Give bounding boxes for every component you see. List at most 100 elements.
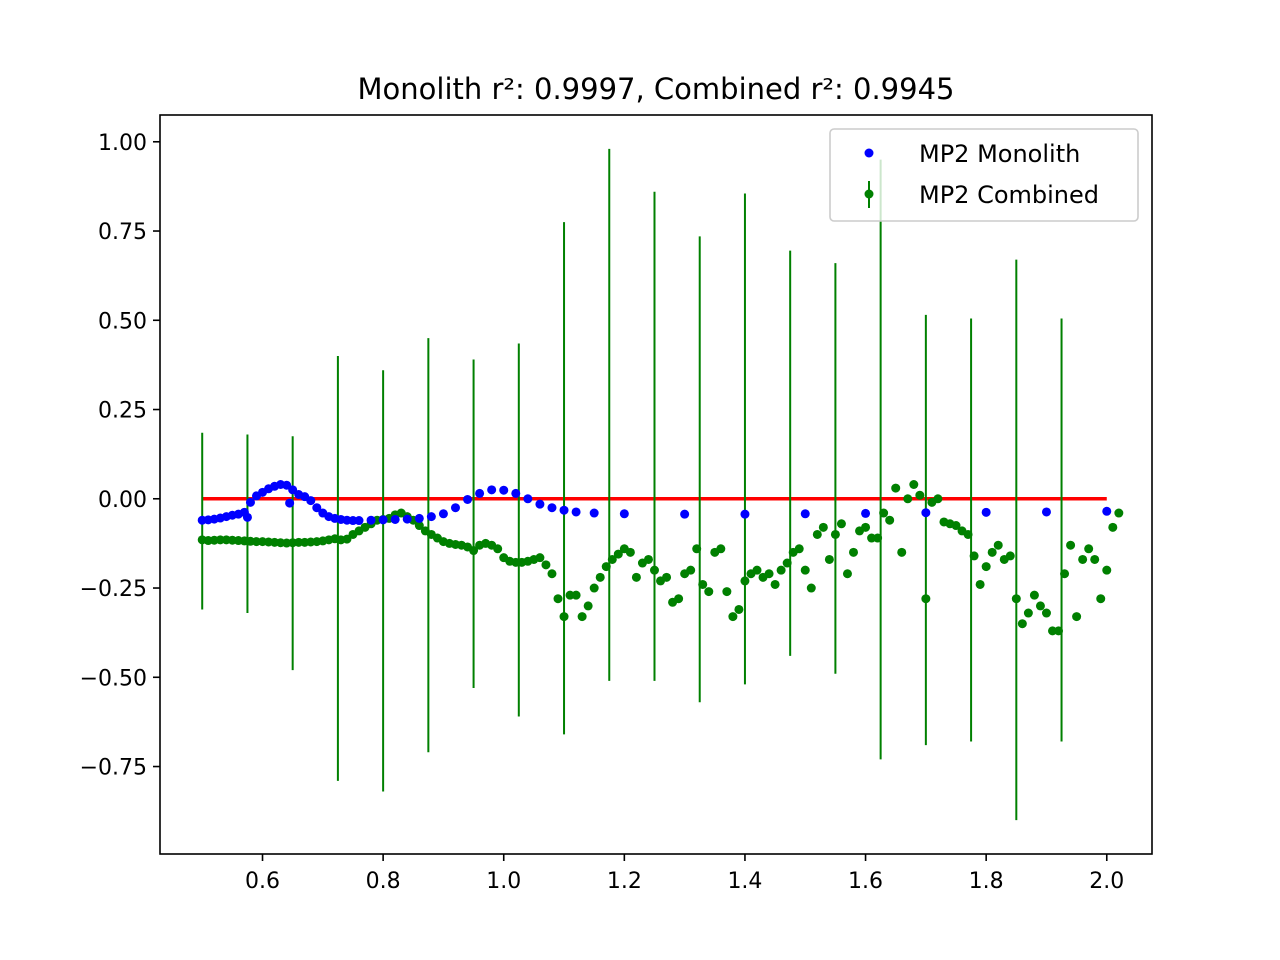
combined-point-108 xyxy=(848,547,858,557)
y-tick-label-6: −0.50 xyxy=(80,666,147,691)
combined-point-84 xyxy=(704,587,714,597)
combined-point-95 xyxy=(770,579,780,589)
combined-point-114 xyxy=(885,515,895,525)
combined-point-142 xyxy=(1054,626,1064,636)
monolith-point-33 xyxy=(414,513,424,523)
combined-point-122 xyxy=(933,494,943,504)
monolith-point-32 xyxy=(402,514,412,524)
combined-point-100 xyxy=(800,565,810,575)
combined-point-96 xyxy=(776,565,786,575)
combined-point-49 xyxy=(493,544,503,554)
combined-point-140 xyxy=(1041,608,1051,618)
combined-point-138 xyxy=(1029,590,1039,600)
legend-box xyxy=(829,128,1139,222)
x-tick-label-1: 0.8 xyxy=(366,869,401,894)
monolith-point-21 xyxy=(312,503,322,513)
combined-point-129 xyxy=(975,579,985,589)
combined-point-89 xyxy=(734,604,744,614)
monolith-point-41 xyxy=(511,488,521,498)
combined-point-112 xyxy=(873,533,883,543)
monolith-point-54 xyxy=(981,507,991,517)
combined-point-45 xyxy=(469,546,479,556)
combined-point-72 xyxy=(631,572,641,582)
monolith-point-8 xyxy=(242,512,252,522)
combined-point-147 xyxy=(1084,544,1094,554)
monolith-point-56 xyxy=(1102,506,1112,516)
monolith-point-48 xyxy=(619,509,629,519)
monolith-point-42 xyxy=(523,494,533,504)
combined-point-56 xyxy=(535,553,545,563)
monolith-point-53 xyxy=(921,508,931,518)
combined-point-94 xyxy=(764,569,774,579)
combined-point-105 xyxy=(830,529,840,539)
combined-point-58 xyxy=(547,569,557,579)
combined-point-136 xyxy=(1017,619,1027,629)
x-tick-label-6: 1.8 xyxy=(969,869,1004,894)
combined-point-117 xyxy=(903,494,913,504)
combined-point-135 xyxy=(1011,594,1021,604)
combined-point-81 xyxy=(686,565,696,575)
combined-point-134 xyxy=(1005,551,1015,561)
combined-point-64 xyxy=(583,601,593,611)
combined-point-144 xyxy=(1066,540,1076,550)
combined-point-101 xyxy=(806,583,816,593)
monolith-point-46 xyxy=(571,507,581,517)
combined-point-131 xyxy=(987,547,997,557)
combined-point-60 xyxy=(559,612,569,622)
x-axis: 0.6 0.8 1.0 1.2 1.4 1.6 1.8 2.0 xyxy=(245,854,1124,894)
monolith-point-39 xyxy=(487,485,497,495)
combined-point-97 xyxy=(782,558,792,568)
combined-point-139 xyxy=(1035,601,1045,611)
legend-label-combined: MP2 Combined xyxy=(919,181,1099,209)
monolith-point-20 xyxy=(306,496,316,506)
y-tick-label-1: 0.75 xyxy=(98,220,147,245)
x-tick-label-4: 1.4 xyxy=(727,869,762,894)
legend-marker-monolith xyxy=(864,148,874,158)
monolith-point-29 xyxy=(366,515,376,525)
combined-point-67 xyxy=(601,562,611,572)
combined-point-103 xyxy=(818,522,828,532)
combined-point-119 xyxy=(915,490,925,500)
combined-point-62 xyxy=(571,590,581,600)
monolith-point-52 xyxy=(861,508,871,518)
combined-point-107 xyxy=(842,569,852,579)
combined-point-92 xyxy=(752,565,762,575)
legend: MP2 Monolith MP2 Combined xyxy=(829,128,1139,222)
monolith-point-47 xyxy=(589,508,599,518)
y-axis: 1.00 0.75 0.50 0.25 0.00 −0.25 −0.50 −0.75 xyxy=(80,131,160,781)
combined-point-118 xyxy=(909,480,919,489)
combined-point-65 xyxy=(589,583,599,593)
combined-point-99 xyxy=(794,544,804,554)
monolith-point-43 xyxy=(535,499,545,509)
combined-point-59 xyxy=(553,594,563,604)
monolith-point-44 xyxy=(547,503,557,513)
y-tick-label-4: 0.00 xyxy=(98,488,147,513)
combined-point-150 xyxy=(1102,565,1112,575)
combined-point-120 xyxy=(921,594,931,604)
combined-point-36 xyxy=(414,521,424,531)
monolith-point-9 xyxy=(245,497,255,507)
monolith-point-16 xyxy=(285,498,295,508)
combined-point-77 xyxy=(662,572,672,582)
monolith-point-45 xyxy=(559,505,569,515)
combined-point-149 xyxy=(1096,594,1106,604)
combined-point-113 xyxy=(879,508,889,518)
x-tick-label-2: 1.0 xyxy=(486,869,521,894)
combined-point-69 xyxy=(613,549,623,559)
y-tick-label-0: 1.00 xyxy=(98,131,147,156)
monolith-point-51 xyxy=(800,509,810,519)
combined-point-152 xyxy=(1114,508,1124,518)
combined-point-102 xyxy=(812,529,822,539)
combined-point-128 xyxy=(969,551,979,561)
combined-point-137 xyxy=(1023,608,1033,618)
monolith-point-50 xyxy=(740,509,750,519)
legend-marker-combined xyxy=(864,189,874,199)
x-tick-label-3: 1.2 xyxy=(607,869,642,894)
monolith-point-55 xyxy=(1041,507,1051,517)
monolith-point-28 xyxy=(354,516,364,526)
monolith-point-37 xyxy=(463,494,473,504)
y-tick-label-5: −0.25 xyxy=(80,577,147,602)
x-tick-label-0: 0.6 xyxy=(245,869,280,894)
combined-point-106 xyxy=(836,519,846,529)
